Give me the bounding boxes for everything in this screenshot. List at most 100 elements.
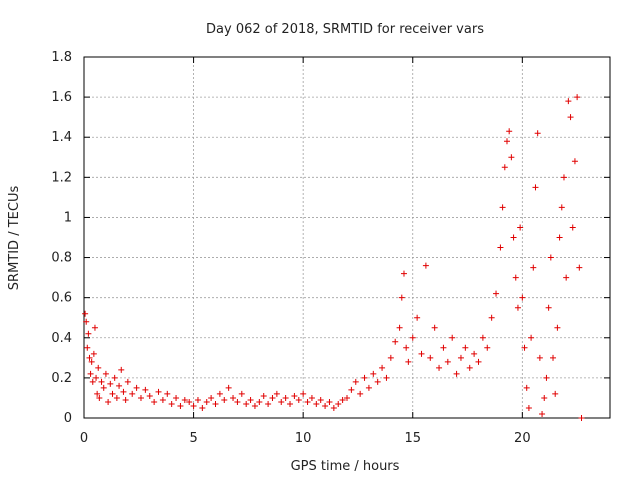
data-point	[357, 390, 364, 397]
data-point	[400, 270, 407, 277]
data-point	[168, 400, 175, 407]
data-point	[181, 396, 188, 403]
data-point	[155, 388, 162, 395]
data-point	[304, 398, 311, 405]
data-point	[547, 254, 554, 261]
data-point	[295, 396, 302, 403]
data-point	[510, 234, 517, 241]
grid-lines	[84, 57, 610, 418]
data-point	[453, 370, 460, 377]
data-point	[543, 374, 550, 381]
data-point	[87, 370, 94, 377]
data-point	[291, 392, 298, 399]
y-tick-label: 0.2	[51, 371, 72, 386]
data-point	[501, 164, 508, 171]
data-point	[107, 380, 114, 387]
data-point	[361, 374, 368, 381]
data-point	[190, 402, 197, 409]
data-point	[444, 358, 451, 365]
data-point	[111, 374, 118, 381]
data-point	[105, 398, 112, 405]
data-point	[300, 390, 307, 397]
y-tick-label: 0.8	[51, 251, 72, 266]
y-tick-label: 1.8	[51, 50, 72, 65]
data-point	[100, 384, 107, 391]
data-point	[539, 410, 546, 417]
data-point	[269, 394, 276, 401]
data-point	[282, 394, 289, 401]
data-point	[431, 324, 438, 331]
data-point	[85, 330, 92, 337]
data-point	[98, 378, 105, 385]
data-point	[403, 344, 410, 351]
data-point	[344, 394, 350, 401]
data-point	[563, 274, 570, 281]
y-axis-label: SRMTID / TECUs	[7, 186, 22, 291]
data-point	[260, 392, 267, 399]
data-point	[335, 400, 342, 407]
data-point	[265, 400, 272, 407]
data-point	[243, 400, 250, 407]
x-tick-label: 0	[80, 431, 88, 446]
data-point	[82, 310, 89, 317]
y-tick-label: 1.6	[51, 90, 72, 105]
data-point	[251, 402, 258, 409]
data-point	[571, 158, 578, 165]
chart-title: Day 062 of 2018, SRMTID for receiver var…	[206, 22, 484, 37]
data-point	[488, 314, 495, 321]
data-point	[339, 396, 346, 403]
data-point	[313, 400, 320, 407]
data-point	[466, 364, 473, 371]
data-point	[308, 394, 315, 401]
data-point	[83, 318, 90, 325]
data-point	[517, 224, 524, 231]
data-point	[113, 394, 120, 401]
data-point	[216, 390, 223, 397]
data-point	[96, 394, 103, 401]
data-point	[462, 344, 469, 351]
data-point	[574, 94, 581, 101]
data-point	[278, 398, 285, 405]
data-point	[440, 344, 447, 351]
data-point	[528, 334, 535, 341]
data-point	[159, 396, 166, 403]
data-point	[199, 404, 206, 411]
data-point	[530, 264, 537, 271]
data-point	[475, 358, 482, 365]
data-point	[536, 354, 543, 361]
data-point	[436, 364, 443, 371]
data-point	[352, 378, 359, 385]
data-point	[221, 396, 228, 403]
data-point	[427, 354, 434, 361]
data-point	[457, 354, 464, 361]
data-point	[173, 394, 180, 401]
y-tick-label: 1	[64, 210, 72, 225]
data-point	[576, 264, 583, 271]
data-point	[523, 384, 530, 391]
y-tick-label: 0.6	[51, 291, 72, 306]
x-tick-label: 10	[295, 431, 312, 446]
y-tick-label: 0	[64, 411, 72, 426]
data-point	[287, 400, 294, 407]
data-point	[541, 394, 548, 401]
data-point	[90, 350, 97, 357]
data-point	[554, 324, 561, 331]
data-point	[422, 262, 429, 269]
data-point	[471, 350, 478, 357]
data-point	[133, 384, 140, 391]
x-tick-label: 15	[404, 431, 421, 446]
data-point	[225, 384, 232, 391]
data-point	[94, 390, 101, 397]
data-point	[238, 390, 245, 397]
data-point	[118, 366, 125, 373]
data-point	[91, 324, 98, 331]
data-point	[186, 398, 193, 405]
plot-frame	[83, 56, 611, 419]
y-tick-label: 1.4	[51, 130, 72, 145]
data-point	[146, 392, 153, 399]
data-point	[194, 396, 201, 403]
data-point	[503, 138, 510, 145]
data-point	[93, 374, 100, 381]
data-point	[208, 394, 215, 401]
